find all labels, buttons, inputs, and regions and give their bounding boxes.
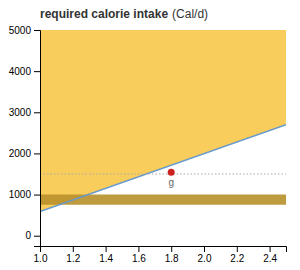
plot-area [40,30,286,211]
y-axis-tick-mark [34,195,40,196]
x-axis-tick-mark [204,246,205,252]
y-axis-tick: 5000 [9,25,40,36]
x-axis-tick-label: 2.4 [263,253,277,264]
y-axis-tick: 4000 [9,66,40,77]
y-axis-tick: 1000 [9,189,40,200]
area [40,195,286,205]
reference-line [40,174,286,175]
x-axis-tick-mark [237,246,238,252]
x-axis-tick: 1.2 [66,246,80,264]
line [40,125,286,212]
x-axis: 1.0 1.2 1.4 1.6 1.8 2.0 2.2 2.4 [34,246,287,264]
x-axis-tick-mark [73,246,74,252]
y-axis-tick-mark [34,71,40,72]
y-axis-tick-label: 5000 [9,25,32,36]
subtitle: (Cal/d) [172,7,208,21]
y-axis-tick: 0 [25,230,40,241]
y-axis-tick-label: 2000 [9,148,32,159]
x-axis-tick-mark [138,246,139,252]
chart: g 1.0 1.2 1.4 1.6 1.8 2.0 2.2 2.4 0 1000 2000 3000 40… [0,0,300,270]
x-axis-tick: 1.6 [132,246,146,264]
x-axis-tick-label: 1.0 [34,253,48,264]
x-axis-tick: 2.4 [263,246,277,264]
x-axis-tick-mark [171,246,172,252]
x-axis-tick-mark [270,246,271,252]
x-axis-tick-label: 1.4 [99,253,113,264]
x-axis-line [41,247,287,253]
y-axis: 0 1000 2000 3000 4000 5000 [9,25,41,247]
x-axis-tick: 2.2 [230,246,244,264]
y-axis-tick-mark [34,30,40,31]
x-axis-tick: 1.0 [34,246,48,264]
y-axis-tick-label: 3000 [9,107,32,118]
y-axis-tick-label: 1000 [9,189,32,200]
x-axis-tick-label: 1.8 [165,253,179,264]
x-axis-tick-label: 1.6 [132,253,146,264]
x-axis-tick: 1.4 [99,246,113,264]
annotation-labels: g [168,177,174,188]
x-axis-tick-label: 2.0 [198,253,212,264]
x-axis-tick-mark [106,246,107,252]
x-axis-tick: 2.0 [198,246,212,264]
y-axis-tick: 2000 [9,148,40,159]
y-axis-tick: 3000 [9,107,40,118]
x-axis-tick-label: 2.2 [230,253,244,264]
title: required calorie intake [40,7,168,21]
y-axis-tick-mark [34,153,40,154]
point-label: g [168,177,174,188]
y-axis-tick-label: 4000 [9,66,32,77]
point [168,169,175,176]
y-axis-tick-mark [34,236,40,237]
x-axis-tick-label: 1.2 [66,253,80,264]
area [40,30,286,211]
x-axis-tick: 1.8 [165,246,179,264]
y-axis-line [34,31,41,247]
y-axis-tick-mark [34,112,40,113]
y-axis-tick-label: 0 [25,230,31,241]
